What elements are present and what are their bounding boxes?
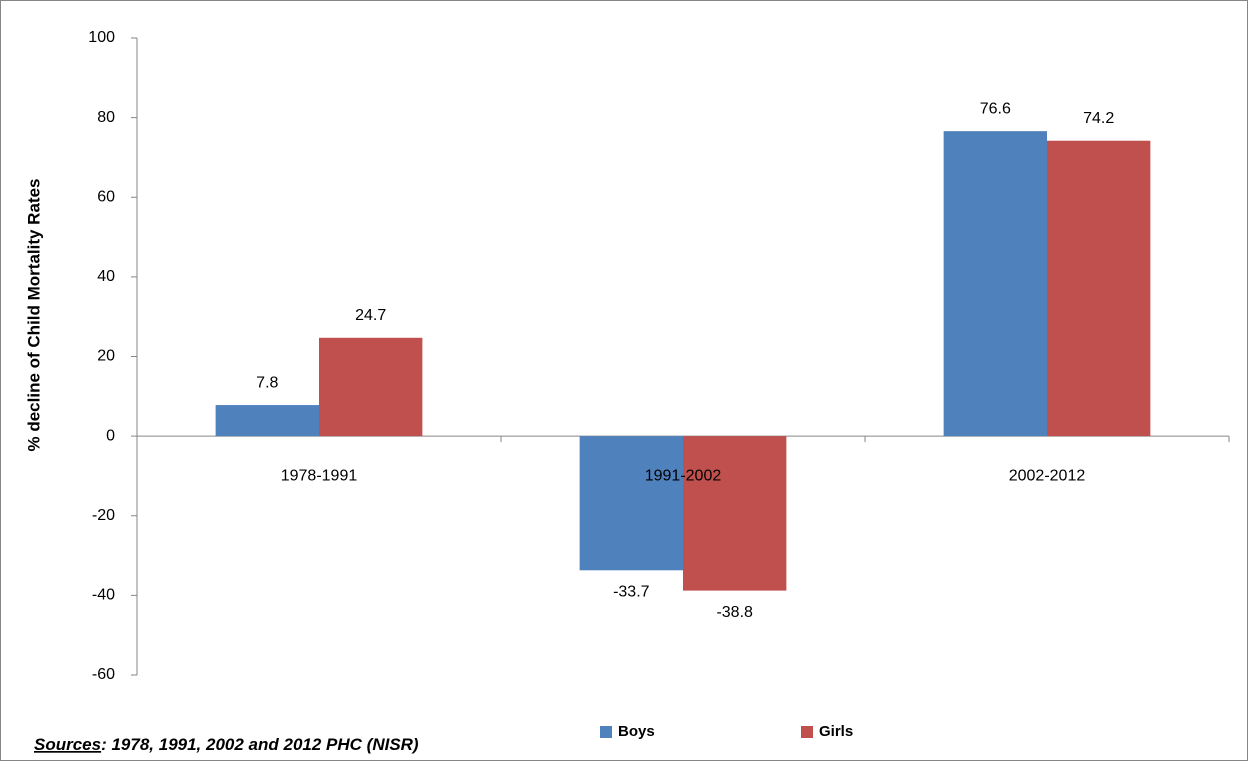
bar — [579, 436, 683, 571]
data-label: 7.8 — [256, 374, 278, 391]
y-tick-label: 0 — [106, 427, 115, 444]
y-tick-label: 20 — [97, 348, 115, 365]
data-label: 74.2 — [1083, 110, 1114, 127]
bar — [943, 131, 1047, 437]
legend-label: Girls — [819, 723, 853, 740]
bar — [1047, 140, 1151, 437]
legend-swatch — [801, 726, 813, 738]
y-tick-label: 40 — [97, 268, 115, 285]
data-label: 76.6 — [980, 100, 1011, 117]
source-text: : 1978, 1991, 2002 and 2012 PHC (NISR) — [101, 735, 419, 754]
y-tick-label: 100 — [88, 29, 115, 46]
x-tick-label: 2002-2012 — [1009, 467, 1086, 484]
y-tick-label: 80 — [97, 109, 115, 126]
bar — [683, 436, 787, 591]
y-tick-label: -20 — [92, 507, 115, 524]
y-tick-label: -40 — [92, 587, 115, 604]
source-label: Sources — [34, 735, 101, 754]
legend-label: Boys — [618, 723, 655, 740]
x-tick-label: 1978-1991 — [281, 467, 358, 484]
data-label: -33.7 — [613, 584, 650, 601]
y-tick-label: -60 — [92, 666, 115, 683]
y-tick-label: 60 — [97, 188, 115, 205]
bar — [319, 337, 423, 437]
y-axis-title: % decline of Child Mortality Rates — [24, 179, 43, 452]
data-label: 24.7 — [355, 307, 386, 324]
bar — [215, 405, 319, 437]
source-note: Sources: 1978, 1991, 2002 and 2012 PHC (… — [34, 735, 419, 754]
legend-swatch — [600, 726, 612, 738]
data-label: -38.8 — [716, 604, 753, 621]
x-tick-label: 1991-2002 — [645, 467, 722, 484]
